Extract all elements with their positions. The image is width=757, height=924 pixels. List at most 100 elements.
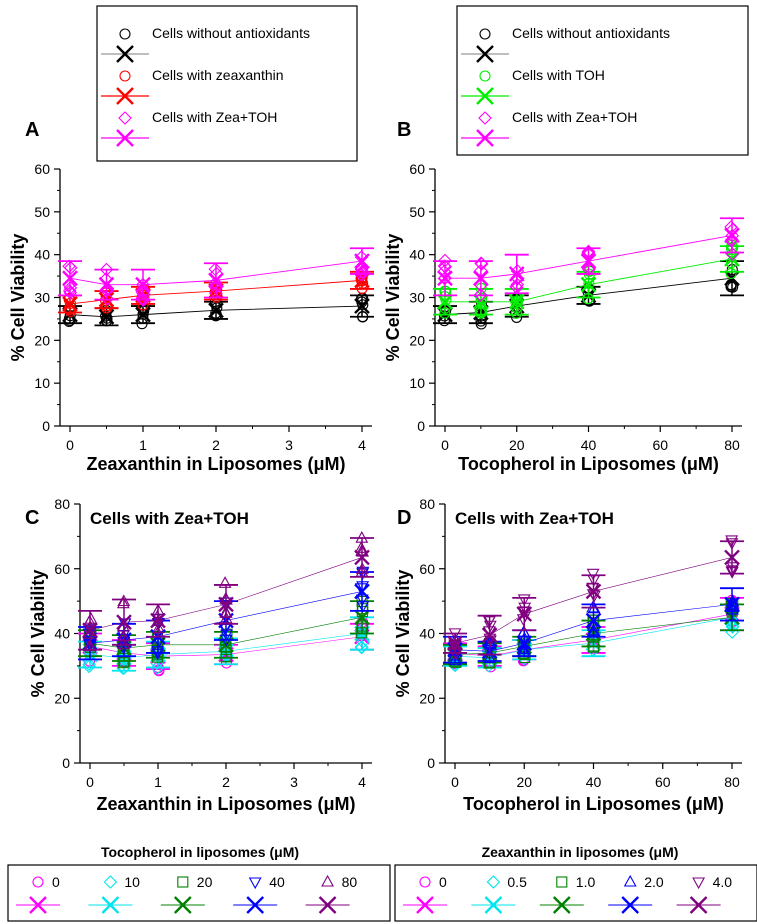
legend-b: Cells without antioxidants Cells with TOH… bbox=[456, 5, 749, 156]
mean-marker bbox=[208, 302, 224, 319]
y-tick-label: 20 bbox=[419, 690, 435, 706]
legend-title: Tocopherol in liposomes (μM) bbox=[101, 844, 299, 860]
mean-marker bbox=[354, 549, 370, 566]
legend-mean-marker bbox=[552, 896, 571, 914]
x-tick-label: 20 bbox=[509, 437, 525, 453]
legend-label: 0 bbox=[52, 874, 60, 890]
data-point bbox=[582, 262, 596, 277]
x-tick-label: 80 bbox=[724, 437, 740, 453]
panel-annotation: Cells with Zea+TOH bbox=[90, 509, 249, 528]
y-tick-label: 50 bbox=[34, 204, 50, 220]
x-axis-label: Tocopherol in Liposomes (μM) bbox=[463, 794, 724, 814]
y-tick-label: 20 bbox=[409, 332, 425, 348]
x-tick-label: 1 bbox=[154, 774, 162, 790]
y-axis-label: % Cell Viability bbox=[8, 234, 28, 362]
mean-marker bbox=[135, 276, 151, 293]
legend-mean-marker bbox=[689, 896, 708, 914]
x-axis-label: Zeaxanthin in Liposomes (μM) bbox=[86, 454, 345, 474]
panel-letter: A bbox=[25, 119, 39, 141]
data-point bbox=[62, 259, 76, 274]
legend-mean-marker bbox=[116, 45, 134, 63]
data-point bbox=[354, 262, 369, 277]
x-tick-label: 2 bbox=[222, 774, 230, 790]
y-tick-label: 40 bbox=[54, 626, 70, 642]
data-point bbox=[356, 601, 370, 613]
x-tick-label: 60 bbox=[652, 437, 668, 453]
y-axis-label: % Cell Viability bbox=[393, 570, 413, 698]
legend-mean-marker bbox=[29, 896, 47, 914]
legend-mean-marker bbox=[416, 896, 434, 914]
data-point bbox=[209, 286, 223, 300]
legend-label: Cells with Zea+TOH bbox=[152, 109, 277, 125]
series-3 bbox=[433, 217, 744, 302]
y-tick-label: 40 bbox=[34, 247, 50, 263]
legend-marker bbox=[692, 877, 706, 890]
mean-marker bbox=[98, 308, 115, 325]
mean-marker bbox=[150, 612, 166, 629]
legend-box bbox=[96, 5, 358, 162]
legend-label: Cells without antioxidants bbox=[152, 25, 310, 41]
y-tick-label: 0 bbox=[417, 418, 425, 434]
legend-box bbox=[456, 5, 749, 156]
mean-marker bbox=[62, 296, 78, 312]
legend-label: 40 bbox=[269, 874, 285, 890]
data-point bbox=[354, 268, 369, 282]
x-tick-label: 60 bbox=[655, 774, 671, 790]
x-axis-label: Zeaxanthin in Liposomes (μM) bbox=[96, 794, 355, 814]
data-point bbox=[517, 594, 531, 607]
y-axis-label: % Cell Viability bbox=[383, 234, 403, 362]
legend-label: 20 bbox=[197, 874, 213, 890]
mean-marker bbox=[208, 272, 224, 289]
x-tick-label: 0 bbox=[86, 774, 94, 790]
legend-label: Cells with zeaxanthin bbox=[152, 67, 284, 83]
mean-marker bbox=[508, 266, 525, 282]
series-2 bbox=[433, 239, 744, 319]
data-point bbox=[448, 653, 462, 666]
legend-marker bbox=[32, 876, 44, 888]
mean-marker bbox=[62, 270, 78, 287]
y-tick-label: 40 bbox=[409, 247, 425, 263]
legend-box bbox=[394, 864, 757, 922]
data-point bbox=[476, 306, 488, 318]
legend-marker bbox=[248, 877, 262, 890]
x-axis-label: Tocopherol in Liposomes (μM) bbox=[458, 454, 719, 474]
y-tick-label: 80 bbox=[54, 496, 70, 512]
legend-label: 4.0 bbox=[713, 874, 733, 890]
data-point bbox=[483, 637, 497, 650]
y-tick-label: 80 bbox=[419, 496, 435, 512]
mean-marker bbox=[354, 609, 370, 626]
data-point bbox=[725, 538, 739, 550]
legend-label: 1.0 bbox=[576, 874, 596, 890]
y-tick-label: 50 bbox=[409, 204, 425, 220]
data-point bbox=[510, 296, 522, 309]
mean-marker bbox=[724, 227, 740, 244]
legend-box bbox=[7, 864, 391, 922]
panel-letter: C bbox=[25, 507, 39, 529]
y-tick-label: 60 bbox=[54, 561, 70, 577]
legend-mean-marker bbox=[476, 45, 494, 63]
legend-mean-marker bbox=[116, 87, 134, 105]
y-tick-label: 30 bbox=[34, 290, 50, 306]
legend-mean-marker bbox=[621, 896, 640, 914]
x-tick-label: 20 bbox=[516, 774, 532, 790]
legend-mean-marker bbox=[246, 896, 265, 914]
legend-label: Cells with TOH bbox=[512, 67, 605, 83]
x-tick-label: 0 bbox=[441, 437, 449, 453]
data-point bbox=[136, 293, 150, 308]
y-tick-label: 0 bbox=[62, 755, 70, 771]
mean-marker bbox=[354, 298, 370, 314]
x-tick-label: 4 bbox=[358, 437, 366, 453]
data-point bbox=[117, 637, 130, 649]
mean-marker bbox=[724, 549, 740, 566]
mean-marker bbox=[516, 606, 533, 622]
legend-label: Cells with Zea+TOH bbox=[512, 109, 637, 125]
legend-marker bbox=[556, 876, 568, 888]
data-point bbox=[63, 285, 78, 300]
x-tick-label: 80 bbox=[724, 774, 740, 790]
legend-marker bbox=[119, 28, 131, 40]
x-tick-label: 4 bbox=[358, 774, 366, 790]
legend-marker bbox=[479, 28, 491, 40]
legend-marker bbox=[486, 875, 501, 889]
mean-marker bbox=[98, 276, 115, 293]
